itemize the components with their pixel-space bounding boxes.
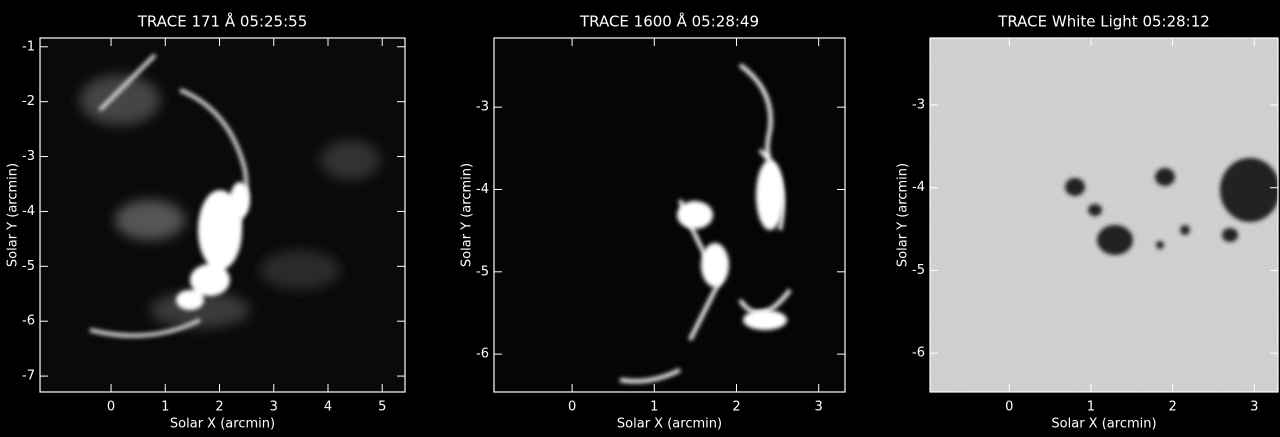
y-axis-label: Solar Y (arcmin) bbox=[460, 163, 475, 267]
y-tick-label: -2 bbox=[22, 94, 35, 109]
y-tick-label: -4 bbox=[476, 182, 489, 197]
x-tick-label: 2 bbox=[732, 400, 740, 415]
x-axis-label: Solar X (arcmin) bbox=[170, 417, 275, 432]
y-axis-label: Solar Y (arcmin) bbox=[6, 163, 21, 267]
y-axis-label: Solar Y (arcmin) bbox=[896, 163, 911, 267]
panel-title: TRACE 1600 Å 05:28:49 bbox=[579, 12, 759, 31]
x-axis-label: Solar X (arcmin) bbox=[1051, 417, 1156, 432]
y-tick-label: -5 bbox=[476, 264, 489, 279]
x-tick-label: 4 bbox=[324, 400, 332, 415]
x-tick-label: 3 bbox=[1250, 400, 1258, 415]
x-tick-label: 5 bbox=[378, 400, 386, 415]
x-tick-label: 2 bbox=[215, 400, 223, 415]
x-tick-label: 2 bbox=[1168, 400, 1176, 415]
y-tick-label: -4 bbox=[912, 180, 925, 195]
y-tick-label: -6 bbox=[912, 346, 925, 361]
image-171 bbox=[40, 38, 405, 392]
x-tick-label: 3 bbox=[270, 400, 278, 415]
x-axis-label: Solar X (arcmin) bbox=[617, 417, 722, 432]
y-tick-label: -5 bbox=[22, 259, 35, 274]
y-tick-label: -3 bbox=[22, 149, 35, 164]
image-white-light bbox=[930, 38, 1280, 392]
x-tick-label: 0 bbox=[1005, 400, 1013, 415]
y-tick-label: -3 bbox=[476, 100, 489, 115]
figure: TRACE 171 Å 05:25:55 Solar X (arcmin) Sola… bbox=[0, 0, 1280, 437]
y-tick-label: -6 bbox=[22, 314, 35, 329]
image-1600 bbox=[494, 38, 845, 392]
x-tick-label: 1 bbox=[1087, 400, 1095, 415]
y-tick-label: -6 bbox=[476, 347, 489, 362]
y-tick-label: -4 bbox=[22, 204, 35, 219]
panel-title: TRACE White Light 05:28:12 bbox=[997, 13, 1210, 31]
x-tick-label: 3 bbox=[815, 400, 823, 415]
x-tick-label: 1 bbox=[650, 400, 658, 415]
panel-title: TRACE 171 Å 05:25:55 bbox=[137, 12, 308, 31]
y-tick-label: -1 bbox=[22, 39, 35, 54]
x-tick-label: 1 bbox=[161, 400, 169, 415]
x-tick-label: 0 bbox=[107, 400, 115, 415]
y-tick-label: -5 bbox=[912, 263, 925, 278]
y-tick-label: -7 bbox=[22, 369, 35, 384]
x-tick-label: 0 bbox=[568, 400, 576, 415]
y-tick-label: -3 bbox=[912, 97, 925, 112]
